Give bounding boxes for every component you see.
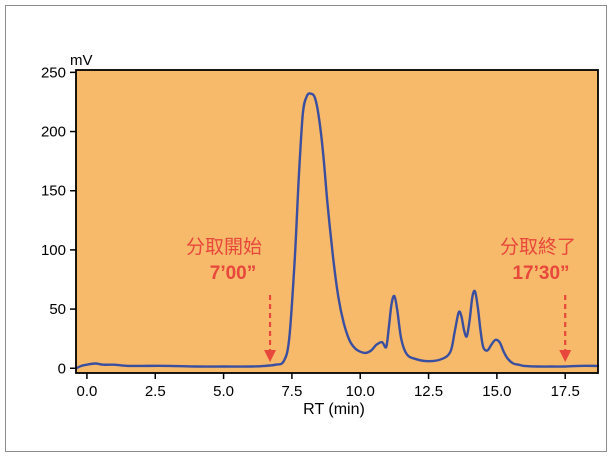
x-tick-label: 17.5 (551, 383, 580, 400)
plot-border (75, 69, 599, 374)
x-tick-label: 5.0 (213, 383, 234, 400)
x-tick-label: 15.0 (482, 383, 511, 400)
y-tick-label: 50 (49, 301, 66, 318)
collection-end-arrow-icon (559, 350, 572, 362)
collection-end-label: 分取終了 (500, 236, 576, 258)
collection-end-annotation: 分取終了 17’30” (500, 236, 576, 362)
x-tick-label: 2.5 (145, 383, 166, 400)
y-tick-label: 200 (41, 124, 66, 141)
y-tick-label: 150 (41, 183, 66, 200)
x-tick-label: 12.5 (414, 383, 443, 400)
y-tick-label: 100 (41, 242, 66, 259)
collection-start-annotation: 分取開始 7’00” (186, 236, 277, 362)
x-tick-label: 10.0 (346, 383, 375, 400)
x-axis-label: RT (min) (303, 401, 365, 418)
plot-area (76, 70, 598, 373)
x-tick-label: 7.5 (281, 383, 302, 400)
collection-start-label: 分取開始 (186, 236, 262, 258)
y-tick-label: 0 (58, 360, 66, 377)
collection-start-time: 7’00” (210, 263, 256, 284)
x-tick-label: 0.0 (77, 383, 98, 400)
y-axis-label: mV (70, 52, 93, 69)
y-axis: 0 50 100 150 200 250 (41, 64, 76, 377)
chromatogram-line (74, 92, 600, 370)
x-axis: 0.0 2.5 5.0 7.5 10.0 12.5 15.0 17.5 (77, 373, 580, 400)
collection-end-time: 17’30” (512, 263, 569, 284)
collection-start-arrow-icon (264, 350, 277, 362)
y-tick-label: 250 (41, 64, 66, 81)
